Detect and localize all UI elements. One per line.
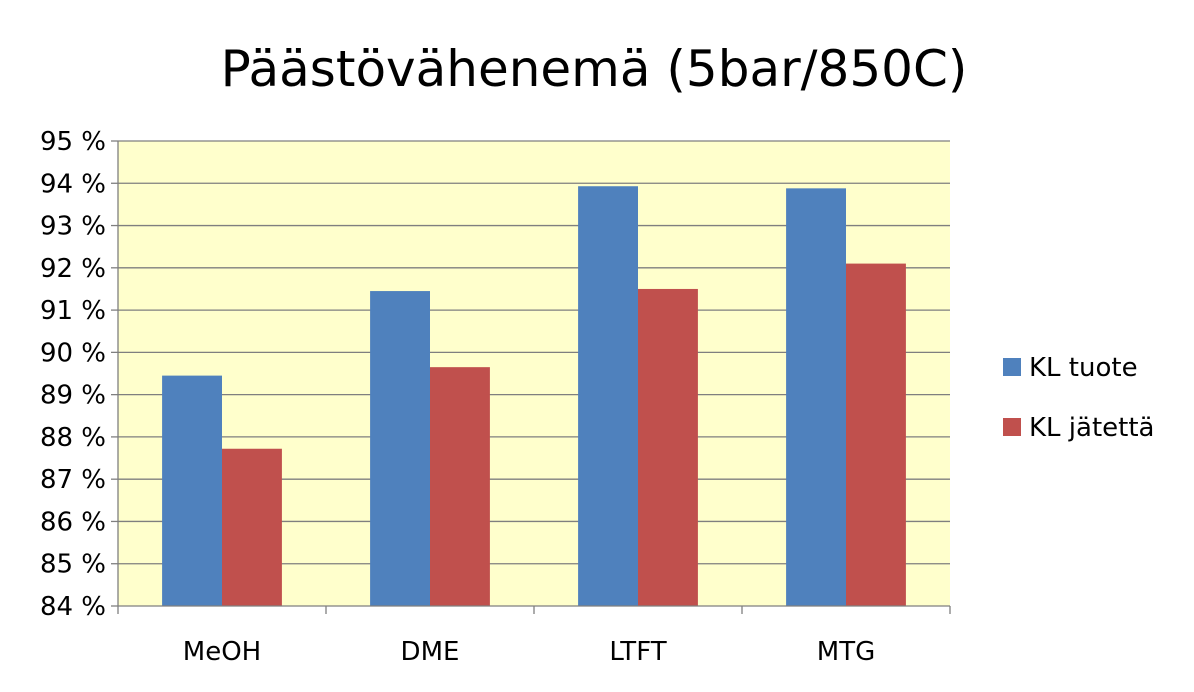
chart-title: Päästövähenemä (5bar/850C) xyxy=(221,40,968,98)
y-tick-label: 94 % xyxy=(40,169,106,199)
legend-label: KL tuote xyxy=(1029,353,1138,383)
x-category-label: MeOH xyxy=(183,637,261,667)
y-tick-label: 93 % xyxy=(40,212,106,242)
y-tick-label: 87 % xyxy=(40,465,106,495)
bar-meoh-series-1 xyxy=(162,375,222,606)
legend-swatch xyxy=(1003,358,1021,376)
y-tick-labels: 84 % 85 % 86 % 87 % 88 % 89 % 90 % 91 % 92 % 93 %… xyxy=(40,127,106,622)
bar-meoh-series-2 xyxy=(222,448,282,606)
bar-mtg-series-2 xyxy=(846,263,906,606)
bar-ltft-series-1 xyxy=(578,186,638,606)
y-tick-label: 86 % xyxy=(40,507,106,537)
legend: KL tuote KL jätettä xyxy=(1003,353,1154,443)
bar-dme-series-1 xyxy=(370,291,430,606)
y-tick-label: 88 % xyxy=(40,423,106,453)
bars xyxy=(162,186,906,606)
bar-mtg-series-1 xyxy=(786,188,846,606)
y-tick-label: 89 % xyxy=(40,381,106,411)
y-tick-label: 84 % xyxy=(40,592,106,622)
y-tick-label: 85 % xyxy=(40,550,106,580)
y-tick-label: 92 % xyxy=(40,254,106,284)
y-tick-label: 91 % xyxy=(40,296,106,326)
legend-label: KL jätettä xyxy=(1029,413,1154,443)
axes xyxy=(111,140,951,614)
y-tick-label: 90 % xyxy=(40,338,106,368)
x-category-label: LTFT xyxy=(609,637,666,667)
x-category-label: DME xyxy=(401,637,460,667)
y-tick-label: 95 % xyxy=(40,127,106,157)
x-category-label: MTG xyxy=(817,637,875,667)
x-category-labels: MeOH DME LTFT MTG xyxy=(183,637,875,667)
bar-ltft-series-2 xyxy=(638,288,698,606)
legend-swatch xyxy=(1003,418,1021,436)
bar-dme-series-2 xyxy=(430,367,490,606)
